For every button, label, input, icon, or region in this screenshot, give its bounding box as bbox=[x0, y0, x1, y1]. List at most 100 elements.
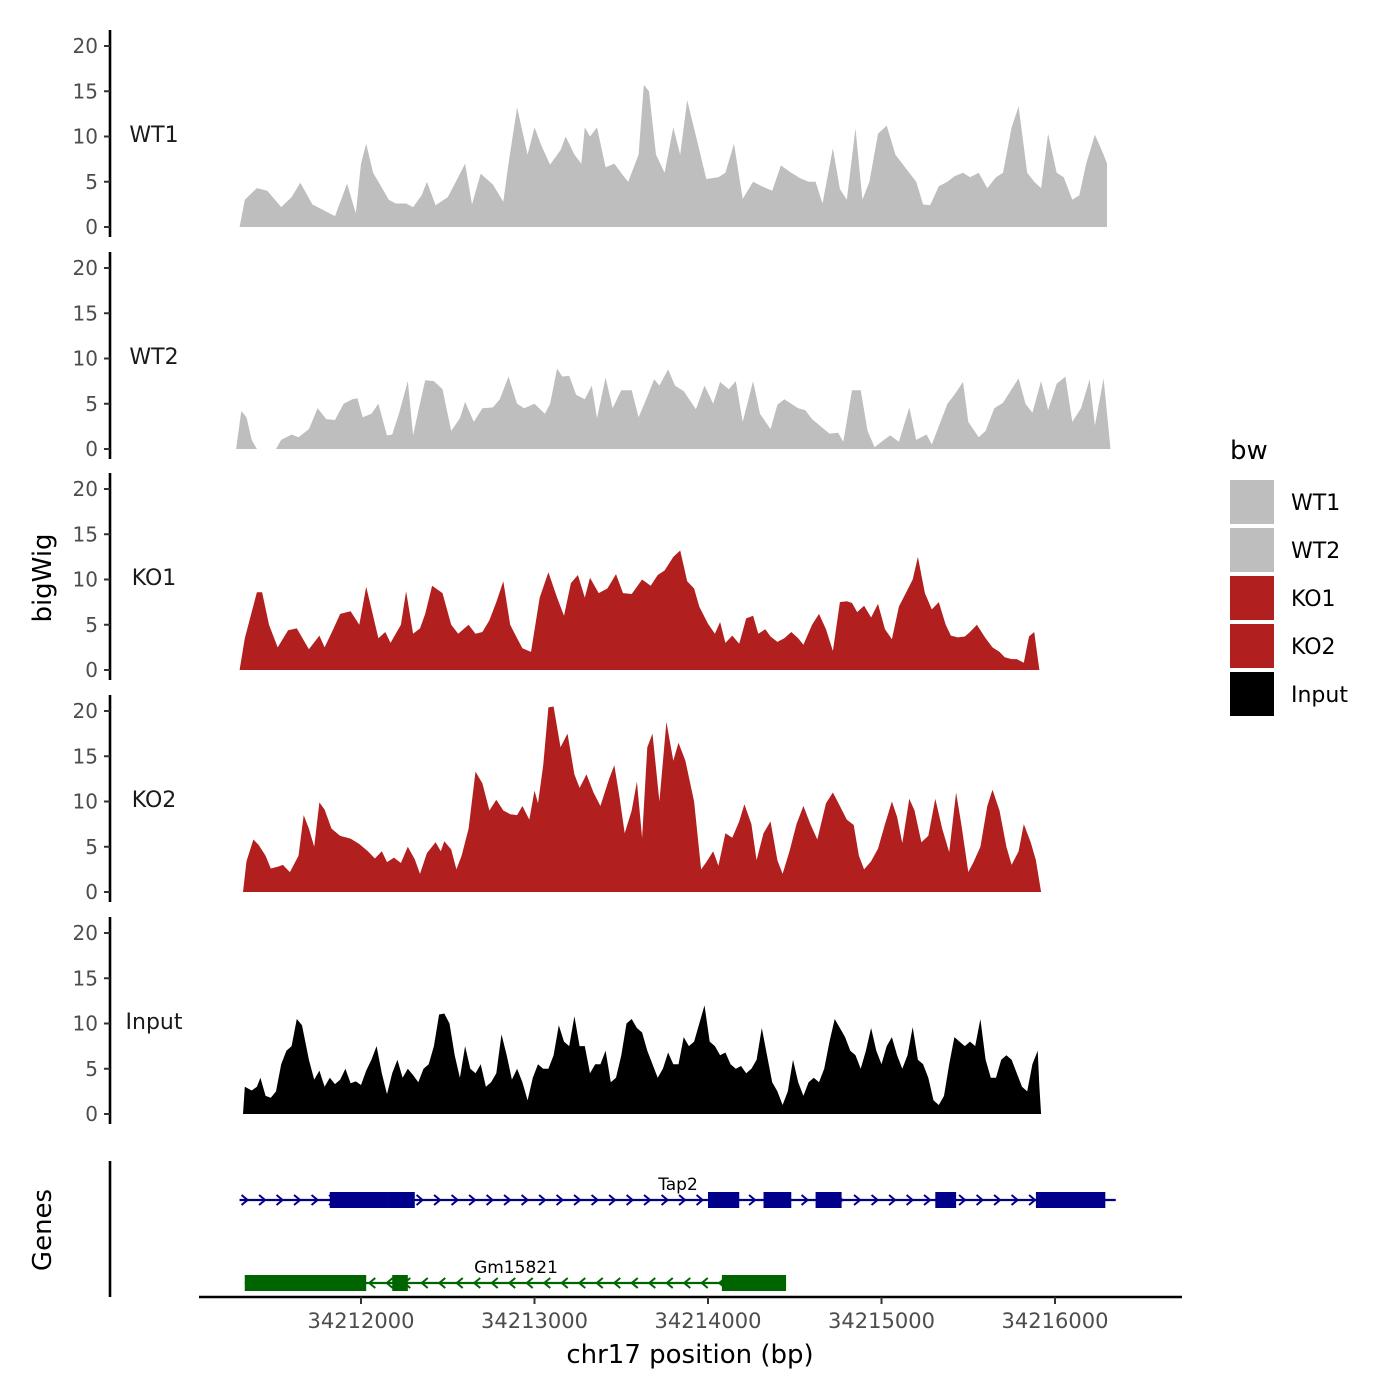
strand-arrow bbox=[538, 1194, 547, 1206]
strand-arrow bbox=[455, 1277, 464, 1289]
strand-arrow bbox=[555, 1194, 565, 1206]
strand-arrow bbox=[888, 1194, 897, 1206]
area-ko1 bbox=[239, 550, 1040, 670]
y-tick-label: 20 bbox=[73, 34, 98, 58]
legend-swatch bbox=[1230, 576, 1274, 620]
strand-arrow bbox=[293, 1194, 302, 1206]
strand-arrow bbox=[573, 1194, 582, 1206]
y-tick-label: 5 bbox=[85, 1057, 98, 1081]
strand-arrow bbox=[520, 1194, 530, 1206]
gene-label: Gm15821 bbox=[474, 1258, 558, 1278]
strand-arrow bbox=[682, 1277, 691, 1289]
strand-arrow bbox=[975, 1194, 985, 1206]
x-axis-label: chr17 position (bp) bbox=[566, 1340, 813, 1370]
strand-arrow bbox=[870, 1194, 880, 1206]
strand-arrow bbox=[800, 1194, 810, 1206]
strand-arrow bbox=[958, 1194, 967, 1206]
y-tick-label: 15 bbox=[73, 966, 98, 990]
legend-swatch bbox=[1230, 624, 1274, 668]
y-tick-label: 5 bbox=[85, 170, 98, 194]
y-tick-label: 15 bbox=[73, 301, 98, 325]
exon bbox=[708, 1192, 740, 1208]
genes-axis-label: Genes bbox=[28, 1189, 58, 1271]
legend-swatch bbox=[1230, 672, 1274, 716]
strand-arrow bbox=[385, 1277, 394, 1289]
bigwig-tracks: 0 5 10 15 20 WT1 0 5 10 15 20 WT2 0 5 10 15 20 KO1 0 5 10 15 2… bbox=[73, 30, 1111, 1126]
y-tick-label: 0 bbox=[85, 658, 98, 682]
exon bbox=[392, 1275, 408, 1291]
y-tick-label: 10 bbox=[73, 1012, 98, 1036]
strand-arrow bbox=[695, 1194, 705, 1206]
legend-title: bw bbox=[1230, 436, 1268, 466]
legend-label: KO2 bbox=[1291, 635, 1336, 660]
strand-arrow bbox=[1010, 1194, 1020, 1206]
strand-arrow bbox=[1028, 1194, 1037, 1206]
exon bbox=[329, 1192, 361, 1208]
exon bbox=[387, 1192, 415, 1208]
track-ko2: 0 5 10 15 20 KO2 bbox=[73, 695, 1042, 904]
strand-arrow bbox=[595, 1277, 604, 1289]
legend-item-ko1: KO1 bbox=[1230, 576, 1336, 620]
area-input bbox=[243, 1005, 1042, 1114]
strand-arrow bbox=[643, 1194, 652, 1206]
legend: bw WT1 WT2 KO1 KO2 Input bbox=[1230, 436, 1348, 716]
exon bbox=[815, 1192, 842, 1208]
legend-swatch bbox=[1230, 480, 1274, 524]
strand-arrow bbox=[560, 1277, 569, 1289]
strand-arrow bbox=[542, 1277, 551, 1289]
y-tick-label: 20 bbox=[73, 699, 98, 723]
y-tick-label: 15 bbox=[73, 744, 98, 768]
track-wt1: 0 5 10 15 20 WT1 bbox=[73, 30, 1108, 239]
legend-item-wt2: WT2 bbox=[1230, 528, 1340, 572]
strand-arrow bbox=[367, 1277, 376, 1289]
strand-arrow bbox=[310, 1194, 320, 1206]
exon bbox=[244, 1275, 367, 1291]
gene-track: Tap2 Gm15821 bbox=[108, 1161, 1116, 1297]
strand-arrow bbox=[748, 1194, 757, 1206]
track-label: KO2 bbox=[132, 788, 177, 813]
y-tick-label: 0 bbox=[85, 215, 98, 239]
track-wt2: 0 5 10 15 20 WT2 bbox=[73, 252, 1111, 461]
y-tick-label: 20 bbox=[73, 921, 98, 945]
y-tick-label: 15 bbox=[73, 79, 98, 103]
track-label: WT1 bbox=[129, 123, 178, 148]
strand-arrow bbox=[437, 1277, 446, 1289]
strand-arrow bbox=[577, 1277, 586, 1289]
strand-arrow bbox=[647, 1277, 656, 1289]
strand-arrow bbox=[993, 1194, 1002, 1206]
y-tick-label: 10 bbox=[73, 790, 98, 814]
x-tick-label: 34216000 bbox=[1002, 1309, 1109, 1333]
strand-arrow bbox=[275, 1194, 285, 1206]
strand-arrow bbox=[590, 1194, 600, 1206]
area-wt1 bbox=[239, 84, 1108, 228]
track-label: KO1 bbox=[132, 566, 177, 591]
strand-arrow bbox=[853, 1194, 862, 1206]
y-axis-label: bigWig bbox=[28, 533, 58, 622]
area-ko2 bbox=[243, 706, 1042, 892]
legend-swatch bbox=[1230, 528, 1274, 572]
track-label: WT2 bbox=[129, 345, 178, 370]
x-tick-label: 34212000 bbox=[308, 1309, 415, 1333]
y-tick-label: 15 bbox=[73, 522, 98, 546]
y-tick-label: 5 bbox=[85, 835, 98, 859]
legend-item-wt1: WT1 bbox=[1230, 480, 1340, 524]
strand-arrow bbox=[507, 1277, 516, 1289]
area-wt2 bbox=[236, 368, 1111, 449]
track-label: Input bbox=[126, 1010, 183, 1035]
strand-arrow bbox=[665, 1277, 674, 1289]
gene-label: Tap2 bbox=[657, 1175, 698, 1195]
gene-tap2: Tap2 bbox=[239, 1175, 1116, 1208]
x-tick-label: 34214000 bbox=[655, 1309, 762, 1333]
x-axis: 34212000 34213000 34214000 34215000 34216000 bbox=[199, 1295, 1182, 1333]
exon bbox=[935, 1192, 957, 1208]
track-ko1: 0 5 10 15 20 KO1 bbox=[73, 473, 1040, 682]
exon bbox=[361, 1192, 388, 1208]
strand-arrow bbox=[525, 1277, 534, 1289]
strand-arrow bbox=[660, 1194, 670, 1206]
legend-label: WT1 bbox=[1291, 491, 1340, 516]
strand-arrow bbox=[612, 1277, 621, 1289]
y-tick-label: 5 bbox=[85, 392, 98, 416]
legend-label: KO1 bbox=[1291, 587, 1336, 612]
strand-arrow bbox=[625, 1194, 635, 1206]
exon bbox=[721, 1275, 787, 1291]
